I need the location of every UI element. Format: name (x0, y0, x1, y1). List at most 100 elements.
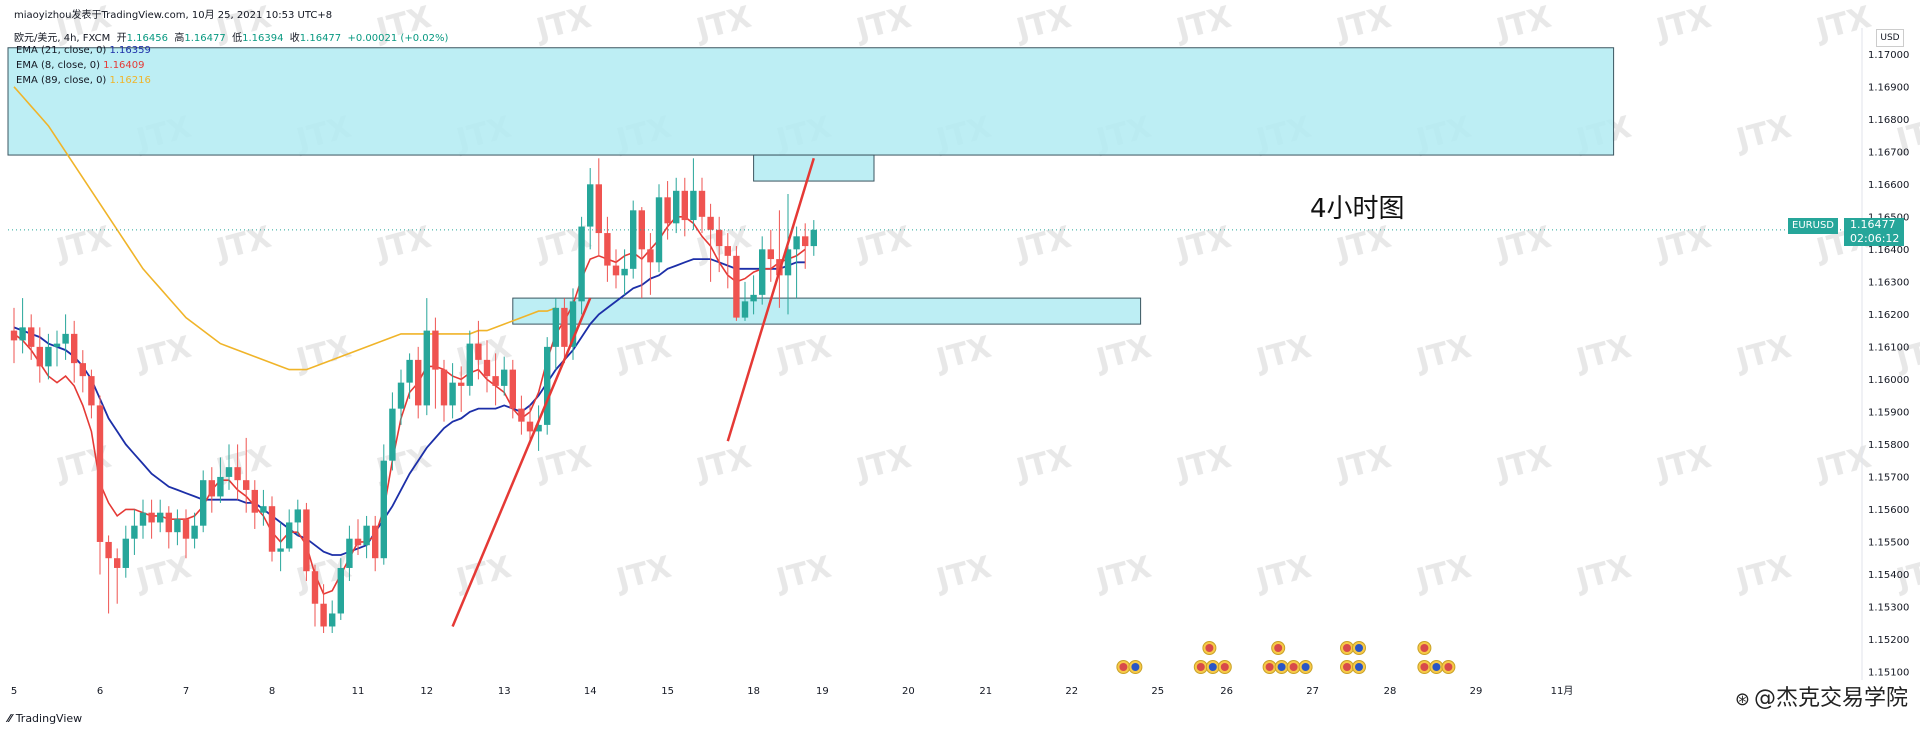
watermark-tile: JTX (131, 330, 195, 378)
candle-body (225, 467, 233, 477)
watermark-tile: JTX (691, 440, 755, 488)
event-flag-icon (1441, 660, 1456, 674)
x-tick-label: 18 (747, 686, 760, 697)
watermark-tile: JTX (1251, 330, 1315, 378)
x-tick-label: 19 (816, 686, 829, 697)
candle (612, 249, 620, 289)
flag-core (1131, 663, 1140, 671)
flag-core (1289, 663, 1298, 671)
candle-body (544, 346, 551, 425)
candle (389, 392, 396, 471)
candle-body (354, 538, 362, 546)
channel-icon: ⊛ (1734, 689, 1750, 710)
y-tick-label: 1.16200 (1868, 310, 1909, 321)
candle (664, 181, 671, 240)
watermark-tile: JTX (1411, 550, 1475, 598)
candle (475, 320, 482, 380)
candle-body (733, 255, 740, 318)
watermark-tile: JTX (1491, 440, 1555, 488)
event-flag-icon (1128, 660, 1143, 674)
flag-core (1265, 663, 1274, 671)
candle (415, 346, 422, 419)
candle-body (587, 184, 594, 227)
candle (492, 353, 499, 406)
candle (62, 314, 69, 360)
currency-label[interactable]: USD (1876, 29, 1904, 47)
candle (320, 584, 327, 633)
price-zones (7, 47, 1615, 325)
event-flag-icon (1352, 641, 1366, 655)
candle-body (200, 480, 207, 526)
candle (501, 356, 508, 396)
watermark-tile: JTX (771, 550, 835, 598)
candle-body (234, 467, 241, 481)
candle-body (165, 512, 172, 533)
indicator-ema89[interactable]: EMA (89, close, 0) 1.16216 (16, 75, 151, 86)
candle-body (114, 558, 121, 568)
bar-countdown: 02:06:12 (1850, 232, 1900, 245)
candle-body (681, 190, 688, 221)
candles (10, 158, 817, 633)
candle (716, 216, 723, 273)
candle (406, 353, 413, 399)
candle (191, 512, 198, 549)
timeframe-annotation: 4小时图 (1310, 194, 1405, 224)
candle-body (638, 210, 645, 250)
event-flag-icon (1274, 660, 1289, 674)
tradingview-footer[interactable]: ⁄⁄ TradingView (8, 712, 82, 725)
candle (251, 480, 258, 529)
candle-body (62, 333, 69, 344)
ema8-label: EMA (8, close, 0) (16, 60, 100, 71)
event-flag-icon (1202, 641, 1217, 655)
y-tick-label: 1.15700 (1868, 472, 1909, 483)
candle-body (759, 249, 766, 295)
candle (802, 223, 809, 269)
candle-body (182, 519, 190, 539)
candle (79, 350, 86, 393)
watermark-tile: JTX (211, 220, 275, 268)
candle-body (268, 506, 276, 552)
ema21-label: EMA (21, close, 0) (16, 45, 107, 56)
flag-core (1420, 644, 1429, 652)
indicator-ema21[interactable]: EMA (21, close, 0) 1.16359 (16, 45, 151, 56)
ema21-line (13, 258, 806, 556)
candle (544, 337, 551, 435)
candle-body (802, 236, 809, 247)
x-tick-label: 5 (11, 686, 17, 697)
candle (88, 369, 95, 419)
candle (105, 535, 112, 614)
candle (28, 314, 35, 360)
candle (157, 499, 164, 533)
candle (569, 288, 577, 360)
trend-line (451, 297, 592, 627)
y-tick-label: 1.15900 (1868, 407, 1909, 418)
candle (243, 437, 250, 513)
flag-core (1432, 663, 1441, 671)
watermark-tile: JTX (1571, 330, 1635, 378)
candle (165, 506, 172, 549)
flag-core (1205, 644, 1214, 652)
candle (449, 363, 456, 419)
candle-body (389, 408, 396, 461)
candle (535, 405, 542, 451)
candle (148, 499, 155, 539)
candle-body (673, 190, 680, 224)
candle (458, 366, 465, 412)
candle-body (148, 512, 155, 523)
candle-body (655, 197, 663, 263)
watermark-tile: JTX (531, 220, 595, 268)
trend-lines (8, 157, 1862, 627)
candle (509, 359, 516, 419)
candle-body (526, 421, 534, 432)
candle (45, 333, 52, 380)
indicator-ema8[interactable]: EMA (8, close, 0) 1.16409 (16, 60, 145, 71)
candle-body (329, 613, 336, 627)
y-tick-label: 1.15300 (1868, 602, 1909, 613)
candle (311, 564, 319, 627)
flag-core (1301, 663, 1310, 671)
watermark-tile: JTX (1731, 110, 1795, 158)
watermark-tile: JTX (1811, 440, 1875, 488)
candle-body (303, 509, 310, 572)
event-flag-icon (1340, 641, 1354, 655)
